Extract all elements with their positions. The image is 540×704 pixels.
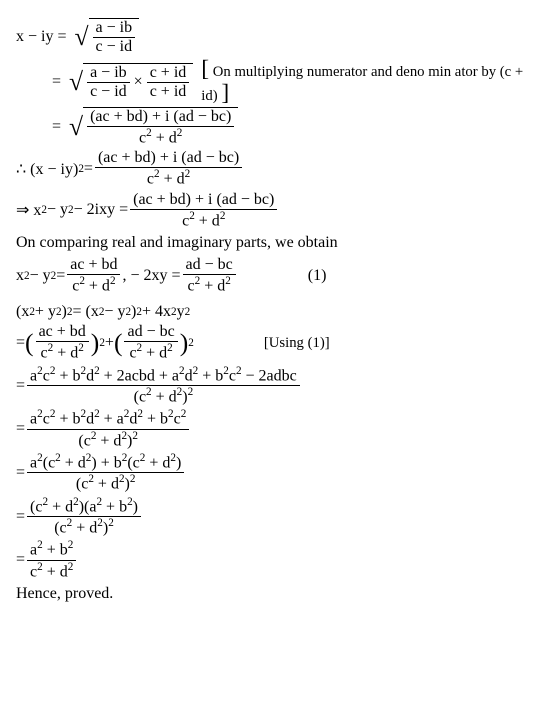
eq-line-11: = a2c2 + b2d2 + a2d2 + b2c2 (c2 + d2)2	[16, 408, 524, 450]
text-compare: On comparing real and imaginary parts, w…	[16, 234, 524, 252]
eq-line-1: x − iy = √ a − ib c − id	[16, 18, 524, 56]
eq-line-8: (x2 + y2)2 = (x2 − y2)2 + 4x2y2	[16, 303, 524, 321]
eq-line-7: x2 − y2 = ac + bdc2 + d2 , − 2xy = ad − …	[16, 256, 524, 295]
times: ×	[134, 73, 143, 91]
lhs: x − iy =	[16, 28, 67, 46]
equals: =	[52, 118, 61, 136]
equals: =	[52, 73, 61, 91]
eq-line-14: = a2 + b2 c2 + d2	[16, 539, 524, 581]
eq-line-3: = √ (ac + bd) + i (ad − bc) c2 + d2	[52, 107, 524, 147]
eq-ref: (1)	[308, 267, 327, 285]
sqrt-icon: √	[69, 69, 83, 95]
eq-line-13: = (c2 + d2)(a2 + b2) (c2 + d2)2	[16, 496, 524, 538]
using-ref: [Using (1)]	[264, 335, 330, 352]
eq-line-2: = √ a − ibc − id × c + idc + id [ On mul…	[52, 58, 524, 105]
sqrt: √ (ac + bd) + i (ad − bc) c2 + d2	[69, 107, 238, 147]
eq-line-4: ∴ (x − iy)2 = (ac + bd) + i (ad − bc) c2…	[16, 149, 524, 188]
eq-line-12: = a2(c2 + d2) + b2(c2 + d2) (c2 + d2)2	[16, 452, 524, 494]
eq-line-10: = a2c2 + b2d2 + 2acbd + a2d2 + b2c2 − 2a…	[16, 365, 524, 407]
hence-proved: Hence, proved.	[16, 585, 524, 603]
eq-line-5: ⇒ x2 − y2 − 2ixy = (ac + bd) + i (ad − b…	[16, 191, 524, 230]
sqrt: √ a − ibc − id × c + idc + id	[69, 63, 193, 101]
l10-num: a2c2 + b2d2 + 2acbd + a2d2 + b2c2 − 2adb…	[27, 365, 300, 386]
sqrt-icon: √	[69, 114, 83, 140]
fraction: a − ib c − id	[93, 19, 136, 56]
sqrt: √ a − ib c − id	[75, 18, 140, 56]
sqrt-icon: √	[75, 24, 89, 50]
eq-line-9: = ( ac + bdc2 + d2 )2 + ( ad − bcc2 + d2…	[16, 323, 524, 362]
l11-num: a2c2 + b2d2 + a2d2 + b2c2	[27, 408, 189, 429]
note: [ On multiplying numerator and deno min …	[201, 58, 524, 105]
